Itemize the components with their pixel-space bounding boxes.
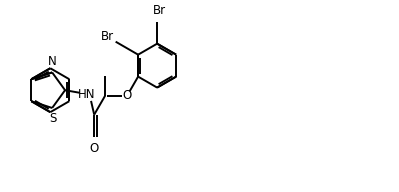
Text: O: O (90, 142, 99, 155)
Text: Br: Br (101, 30, 114, 43)
Text: O: O (122, 89, 132, 102)
Text: S: S (49, 113, 57, 125)
Text: HN: HN (78, 88, 95, 101)
Text: N: N (48, 55, 57, 68)
Text: Br: Br (152, 4, 166, 17)
